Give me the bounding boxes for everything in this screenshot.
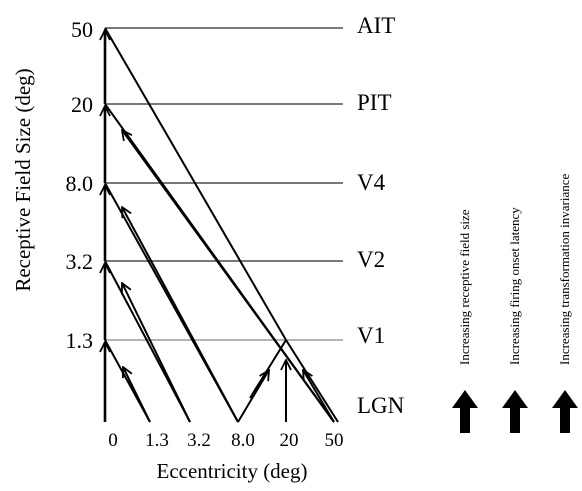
x-tick-label: 50 [325,430,344,451]
projection-line [249,339,287,399]
trend-arrows [452,390,578,433]
y-tick-label: 3.2 [66,249,94,274]
area-label-v4: V4 [357,170,386,195]
y-tick-label: 50 [71,17,93,42]
y-tick-label: 8.0 [66,171,94,196]
area-label-v1: V1 [357,323,385,348]
trend-label-transformation-invariance: Increasing transformation invariance [557,173,572,365]
convergence-arrow [303,370,335,423]
trend-label-receptive-field-size: Increasing receptive field size [457,209,472,365]
x-tick-label: 0 [108,430,118,451]
area-label-v2: V2 [357,247,385,272]
convergence-arrow [237,370,269,423]
y-tick-labels: 50 20 8.0 3.2 1.3 [66,17,94,353]
area-labels: AIT PIT V4 V2 V1 LGN [357,13,405,418]
x-tick-labels: 0 1.3 3.2 8.0 20 50 [108,430,343,451]
x-tick-label: 3.2 [187,430,211,451]
projection-arrows [104,27,339,423]
projection-line [285,339,339,423]
area-label-ait: AIT [357,13,395,38]
x-tick-label: 1.3 [145,430,169,451]
up-arrow-icon [502,390,528,433]
up-arrow-icon [452,390,478,433]
level-lines [105,27,343,341]
diagonal-arrow [122,283,191,423]
area-label-lgn: LGN [357,393,405,418]
y-tick-label: 1.3 [66,328,94,353]
up-arrow-icon [552,390,578,433]
diagonal-arrow [122,207,239,423]
x-tick-label: 8.0 [231,430,255,451]
projection-line [104,27,287,341]
trend-label-firing-onset-latency: Increasing firing onset latency [507,207,522,365]
y-tick-label: 20 [71,92,93,117]
trend-labels: Increasing receptive field size Increasi… [457,173,572,365]
x-tick-label: 20 [280,430,299,451]
y-axis-label: Receptive Field Size (deg) [11,68,35,291]
area-label-pit: PIT [357,90,392,115]
diagonal-arrow [123,367,151,423]
x-axis-label: Eccentricity (deg) [157,459,308,483]
diagonal-arrow [122,130,335,423]
